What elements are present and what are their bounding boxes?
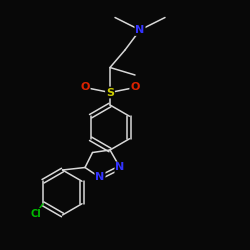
Text: N: N [136,25,144,35]
Text: S: S [106,88,114,98]
Text: O: O [130,82,140,92]
Text: O: O [80,82,90,92]
Text: Cl: Cl [30,209,41,219]
Text: N: N [116,162,124,172]
Text: N: N [96,172,104,182]
